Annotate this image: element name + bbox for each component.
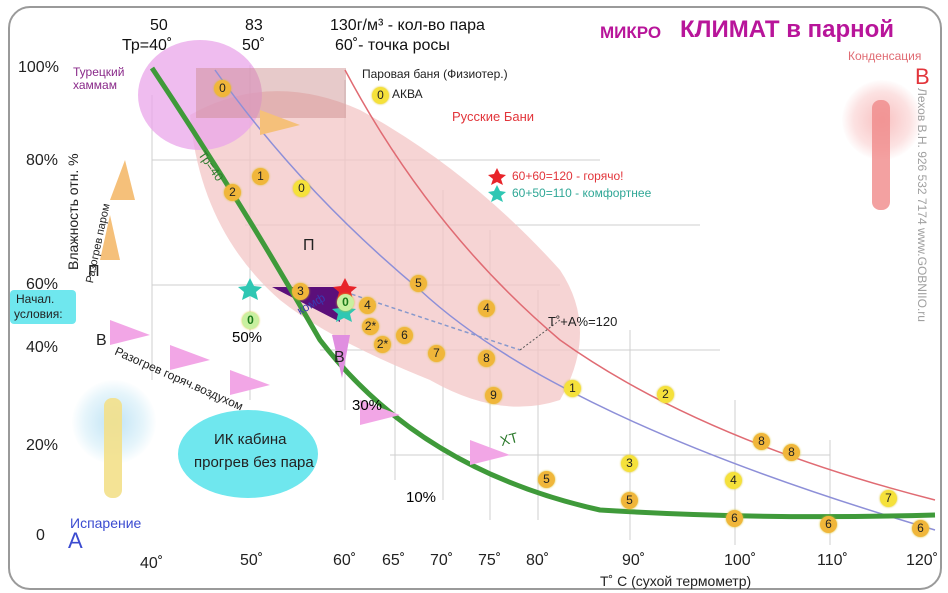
- x-tick-90: 90˚: [622, 552, 646, 569]
- y-tick-60: 60%: [26, 276, 59, 293]
- y-tick-40: 40%: [26, 339, 59, 356]
- x-tick-120: 120˚: [906, 552, 939, 569]
- top-tick-1: 50: [150, 17, 168, 34]
- dashed-line-2: [519, 319, 561, 351]
- top-tick-1b: Тр=40˚: [122, 37, 173, 54]
- badge-8-b: 8: [753, 433, 770, 450]
- x-tick-80: 80˚: [526, 552, 550, 569]
- badge-0-hammam: 0: [214, 80, 231, 97]
- badge-4-a: 4: [359, 297, 376, 314]
- x-tick-100: 100˚: [724, 552, 757, 569]
- y-axis-label: Влажность отн. %: [65, 153, 81, 270]
- legend-comfort: 60+50=110 - комфортнее: [512, 186, 652, 200]
- x-tick-40: 40˚: [140, 555, 164, 572]
- badge-9: 9: [485, 387, 502, 404]
- x-tick-65: 65˚: [382, 552, 406, 569]
- top-note-1: 130г/м³ - кол-во пара: [330, 17, 485, 34]
- rh-10: 10%: [406, 489, 437, 506]
- badge-0-green-b: 0: [242, 312, 259, 329]
- figure-left-body: [104, 398, 122, 498]
- badge-3-mid: 3: [292, 283, 309, 300]
- badge-4-right: 4: [725, 472, 742, 489]
- comfort-triangle: [272, 287, 340, 322]
- x-axis-label: Т˚ С (сухой термометр): [600, 573, 752, 589]
- badge-0-aqua: 0: [372, 87, 389, 104]
- green-curve: [149, 66, 936, 520]
- corner-a-label: A: [68, 528, 83, 553]
- badge-0-green-a: 0: [337, 294, 354, 311]
- star-comfort-1: [238, 278, 262, 300]
- top-note-2: 60˚- точка росы: [335, 37, 450, 54]
- x-tick-110: 110˚: [817, 552, 848, 569]
- badge-2star-b: 2*: [374, 336, 391, 353]
- badge-7: 7: [428, 345, 445, 362]
- russian-bath-zone: [190, 91, 580, 407]
- ir-cabin-1: ИК кабина: [214, 431, 287, 448]
- start-conditions-1: Начал.: [16, 292, 55, 306]
- badge-3-right: 3: [621, 455, 638, 472]
- blue-curve: [214, 69, 936, 531]
- legend-star-teal: [488, 185, 506, 202]
- badge-7-right: 7: [880, 490, 897, 507]
- badge-8-c: 8: [783, 444, 800, 461]
- badge-1-right: 1: [564, 380, 581, 397]
- t-plus-a-label: Т˚+А%=120: [548, 314, 618, 329]
- figure-right-body: [872, 100, 890, 210]
- badge-0-mid: 0: [293, 180, 310, 197]
- y-tick-20: 20%: [26, 437, 59, 454]
- p-letter-left: П: [88, 263, 100, 280]
- x-tick-75: 75˚: [478, 552, 502, 569]
- heat-arrows: [110, 320, 510, 465]
- top-tick-2b: 50˚: [242, 37, 266, 54]
- orange-arrows: [100, 110, 300, 260]
- star-comfort-2: [332, 300, 356, 322]
- y-tick-0: 0: [36, 527, 45, 544]
- badge-8-a: 8: [478, 350, 495, 367]
- badge-6-a: 6: [726, 510, 743, 527]
- aqua-label: АКВА: [392, 87, 423, 101]
- badge-5-a: 5: [538, 471, 555, 488]
- badge-2-left: 2: [224, 184, 241, 201]
- top-tick-2: 83: [245, 17, 263, 34]
- badge-2star-a: 2*: [362, 318, 379, 335]
- ir-cabin-2: прогрев без пара: [194, 454, 314, 471]
- star-hot: [333, 278, 357, 300]
- condensation-label: Конденсация: [848, 49, 922, 63]
- badge-1-top: 1: [252, 168, 269, 185]
- x-tick-60: 60˚: [333, 552, 357, 569]
- badge-6: 6: [396, 327, 413, 344]
- corner-b-label: B: [915, 64, 930, 89]
- steam-bath-label: Паровая баня (Физиотер.): [362, 67, 508, 81]
- badge-6-b: 6: [820, 516, 837, 533]
- hammam-zone: [138, 40, 262, 150]
- russian-bath-label: Русские Бани: [452, 109, 535, 124]
- v-letter-center: В: [334, 349, 345, 366]
- legend-hot: 60+60=120 - горячо!: [512, 169, 624, 183]
- violet-arrow: [332, 335, 350, 378]
- v-letter-left: В: [96, 332, 107, 349]
- start-conditions-box: [10, 290, 76, 324]
- badge-5-top: 5: [410, 275, 427, 292]
- watermark: Лехов В.Н. 926 532 7174 www.GOBNIIO.ru: [915, 88, 929, 322]
- legend-star-red: [488, 168, 506, 185]
- rh-50: 50%: [232, 329, 263, 346]
- evaporation-label: Испарение: [70, 515, 142, 531]
- badge-6-c: 6: [912, 520, 929, 537]
- x-tick-50: 50˚: [240, 552, 264, 569]
- hammam-label: Турецкий хаммам: [73, 65, 125, 93]
- start-conditions-2: условия:: [14, 307, 63, 321]
- y-tick-100: 100%: [18, 59, 59, 76]
- rh-30: 30%: [352, 397, 383, 414]
- y-tick-80: 80%: [26, 152, 59, 169]
- x-tick-70: 70˚: [430, 552, 454, 569]
- p-letter-center: П: [303, 237, 315, 254]
- badge-2-right: 2: [657, 386, 674, 403]
- red-curve: [344, 69, 936, 501]
- title-big: КЛИМАТ в парной: [680, 16, 895, 43]
- badge-5-b: 5: [621, 492, 638, 509]
- ir-cabin-bubble: [178, 410, 318, 498]
- badge-4-b: 4: [478, 300, 495, 317]
- title-small: МИКРО: [600, 23, 662, 42]
